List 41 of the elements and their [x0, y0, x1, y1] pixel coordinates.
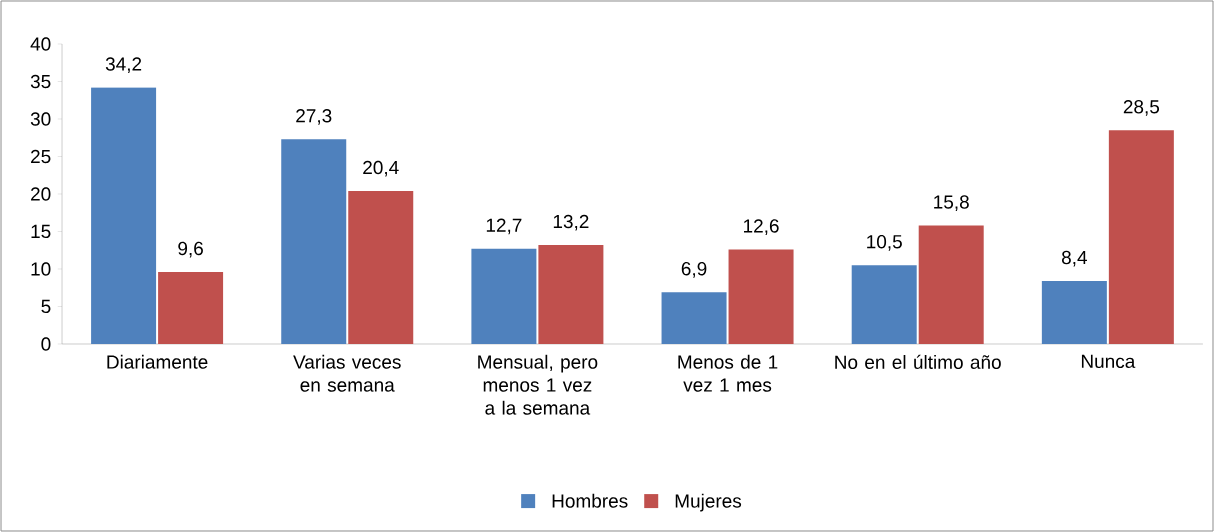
x-tick-label: Mensual, pero menos 1 vez a la semana [478, 354, 598, 415]
y-tick-label: 40 [30, 37, 51, 51]
data-label: 27,3 [296, 109, 332, 125]
x-tick-label: Menos de 1 vez 1 mes [678, 354, 778, 392]
legend-label: Hombres [552, 493, 628, 508]
bar [158, 271, 224, 344]
data-label: 8,4 [1061, 250, 1087, 267]
data-label: 13,2 [553, 214, 589, 231]
legend-label: Mujeres [675, 493, 742, 512]
data-label: 12,6 [744, 219, 779, 235]
data-label: 20,4 [363, 160, 399, 177]
data-label: 12,7 [486, 218, 522, 235]
y-tick-label: 30 [30, 112, 51, 126]
bar [281, 139, 347, 344]
y-tick-label: 5 [41, 299, 51, 314]
data-label: 10,5 [867, 235, 902, 251]
y-tick-label: 10 [31, 262, 51, 276]
data-label: 34,2 [105, 57, 142, 73]
y-tick-label: 20 [31, 187, 51, 201]
x-tick-label: No en el último año [835, 354, 1001, 369]
bar [1108, 130, 1174, 344]
bar [918, 225, 984, 344]
bar [91, 87, 157, 344]
x-tick-label: Diariamente [107, 354, 208, 369]
y-tick-label: 25 [31, 149, 51, 164]
bar [471, 248, 537, 344]
data-label: 6,9 [681, 262, 707, 278]
x-tick-label: Nunca [1081, 354, 1136, 369]
data-label: 15,8 [934, 195, 969, 211]
bar [851, 265, 917, 344]
y-tick-label: 15 [31, 224, 51, 239]
bar [538, 244, 604, 344]
bar [348, 190, 414, 344]
bar [1041, 280, 1107, 344]
y-tick-label: 35 [30, 74, 51, 89]
x-tick-label: Varias veces en semana [293, 354, 401, 392]
bar [661, 292, 727, 344]
bar [728, 249, 794, 344]
y-tick-label: 0 [41, 337, 51, 351]
data-label: 9,6 [178, 241, 203, 258]
data-label: 28,5 [1123, 100, 1160, 116]
